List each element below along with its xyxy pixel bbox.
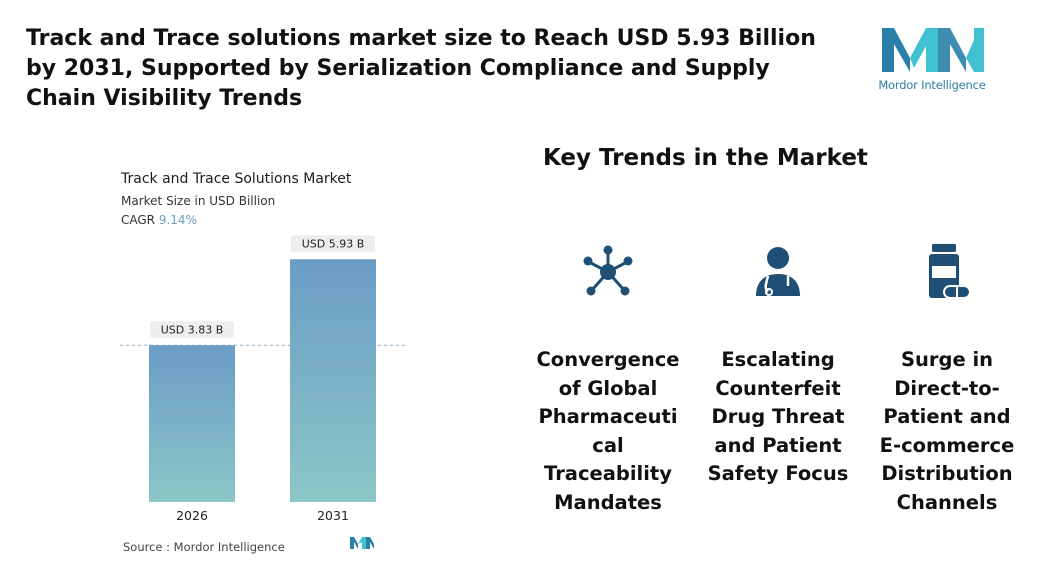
brand-name: Mordor Intelligence <box>878 78 986 92</box>
medicine-bottle-icon <box>929 244 971 299</box>
cagr-label: CAGR <box>121 213 156 227</box>
trends-title: Key Trends in the Market <box>543 145 868 171</box>
network-hub-icon <box>583 245 633 296</box>
data-label-bg-2026 <box>150 321 234 339</box>
data-label-2026: USD 3.83 B <box>161 324 224 337</box>
chart-cagr: CAGR 9.14% <box>121 213 197 227</box>
data-label-bg-2031 <box>291 235 375 253</box>
bar-2026 <box>149 345 235 502</box>
data-label-2031: USD 5.93 B <box>302 238 365 251</box>
doctor-icon <box>756 247 800 296</box>
category-label-2031: 2031 <box>317 508 349 523</box>
bar-chart: USD 3.83 B 2026 USD 5.93 B 2031 <box>120 235 406 523</box>
source-logo-icon <box>350 537 374 549</box>
trend-item-2-text: Escalating Counterfeit Drug Threat and P… <box>707 348 849 485</box>
trend-item-3-text: Surge in Direct-to-Patient and E-commerc… <box>879 348 1015 514</box>
trend-item-1-text: Convergence of Global Pharmaceuti cal Tr… <box>536 348 680 514</box>
chart-subtitle: Market Size in USD Billion <box>121 194 276 208</box>
category-label-2026: 2026 <box>176 508 208 523</box>
mordor-logo-icon <box>882 28 984 72</box>
cagr-value: 9.14% <box>158 213 197 227</box>
chart-title: Track and Trace Solutions Market <box>121 171 352 187</box>
chart-source: Source : Mordor Intelligence <box>123 540 285 554</box>
bar-2031 <box>290 259 376 502</box>
page-headline: Track and Trace solutions market size to… <box>26 26 816 111</box>
